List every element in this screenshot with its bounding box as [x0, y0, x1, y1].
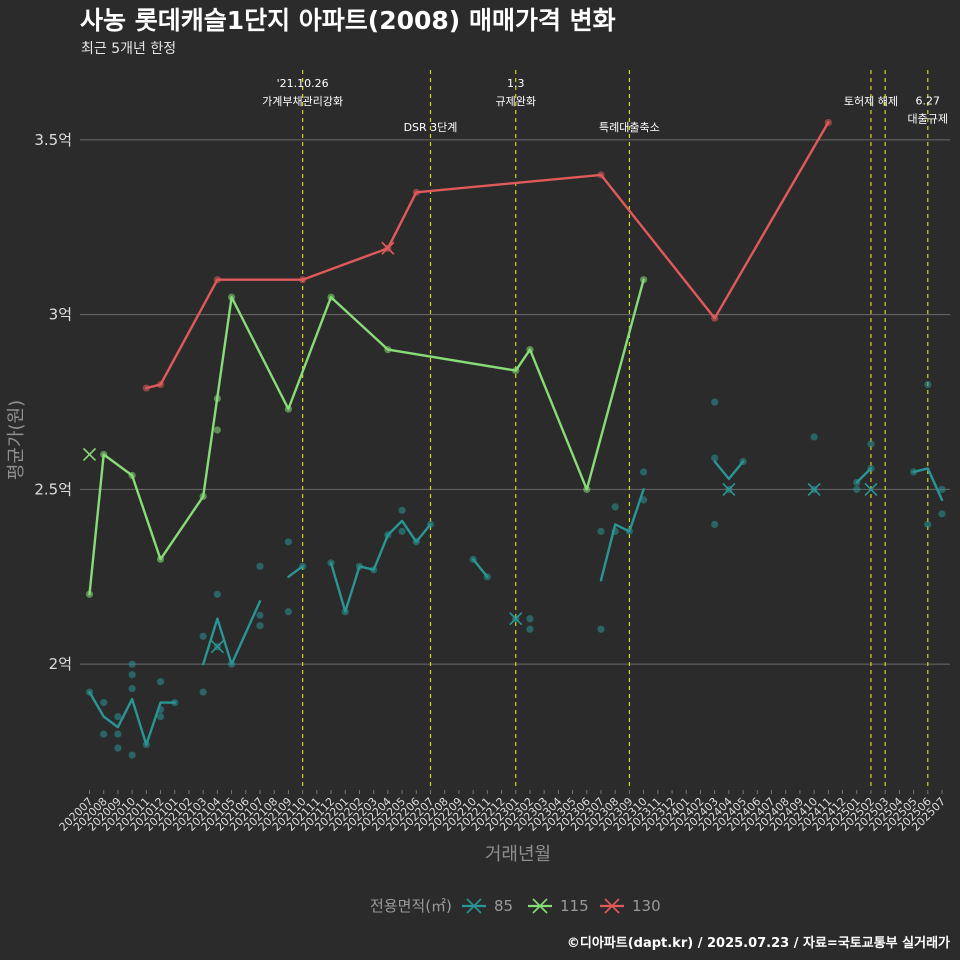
data-point [213, 426, 221, 434]
data-point [711, 398, 719, 406]
cross-marker [82, 447, 97, 462]
series-line [713, 460, 745, 481]
event-label: 특례대출축소 [599, 121, 660, 134]
data-point [938, 485, 946, 494]
series-85 [85, 380, 946, 759]
y-tick-label: 2.5억 [34, 480, 72, 498]
data-point [853, 485, 861, 494]
data-point [711, 454, 719, 462]
series-line [471, 558, 489, 578]
event-label: DSR 3단계 [404, 121, 458, 134]
event-label: 1.3 [507, 77, 525, 90]
data-point [100, 730, 108, 738]
cross-marker [807, 482, 821, 496]
event-label: 토허제 해제 [844, 94, 898, 108]
data-point [526, 625, 534, 633]
data-point [611, 503, 619, 511]
data-point [398, 506, 406, 514]
cross-marker [509, 612, 523, 626]
y-tick-label: 3.5억 [34, 131, 72, 149]
event-label: 가계부채관리강화 [262, 95, 343, 108]
legend-swatch-cross [466, 898, 482, 914]
x-axis: 2020072020082020092020102020112020122021… [57, 790, 948, 834]
data-point [100, 699, 108, 707]
data-point [597, 527, 605, 535]
data-point [640, 468, 648, 476]
grid [80, 139, 950, 665]
data-point [128, 660, 136, 668]
data-point [526, 615, 534, 623]
data-point [597, 625, 605, 633]
data-point [924, 520, 932, 528]
data-point [711, 520, 719, 528]
x-axis-title: 거래년월 [485, 844, 551, 865]
legend-label-130: 130 [632, 897, 661, 915]
data-point [128, 671, 136, 679]
event-label: 대출규제 [908, 112, 948, 125]
series-layer [82, 118, 946, 759]
series-line [855, 467, 873, 484]
data-point [810, 433, 818, 441]
data-point [114, 713, 122, 721]
series-line [201, 600, 262, 666]
data-point [199, 688, 207, 696]
data-point [867, 440, 875, 448]
legend-label-85: 85 [494, 897, 513, 915]
data-point [256, 562, 264, 570]
event-label: '21.10.26 [277, 77, 329, 90]
data-point [199, 632, 207, 640]
cross-marker [381, 241, 395, 255]
cross-marker [210, 640, 224, 654]
data-point [256, 611, 264, 619]
cross-marker [864, 482, 878, 496]
legend: 전용면적(㎡) 85 115 130 [370, 897, 661, 915]
series-line [912, 467, 944, 502]
data-point [256, 622, 264, 630]
series-130 [142, 118, 832, 392]
y-axis-title: 평균가(원) [6, 400, 27, 480]
data-point [284, 538, 293, 546]
data-point [128, 751, 136, 759]
legend-swatch-cross [604, 898, 620, 914]
data-point [398, 527, 406, 535]
data-point [156, 713, 165, 721]
series-line [88, 278, 645, 596]
data-point [114, 744, 122, 752]
data-point [924, 380, 932, 389]
legend-swatch-cross [532, 898, 548, 914]
y-axis: 2억 2.5억 3억 3.5억 [34, 131, 72, 673]
series-115 [82, 276, 648, 598]
chart-title: 사농 롯데캐슬1단지 아파트(2008) 매매가격 변화 [80, 6, 616, 35]
legend-label-115: 115 [560, 897, 589, 915]
legend-title: 전용면적(㎡) [370, 897, 452, 915]
cross-marker [722, 482, 736, 496]
series-line [145, 121, 830, 390]
series-line [599, 488, 645, 582]
y-tick-label: 3억 [49, 306, 72, 324]
data-point [284, 608, 293, 616]
data-point [213, 590, 221, 598]
y-tick-label: 2억 [49, 655, 72, 673]
series-line [329, 519, 432, 613]
event-label: 6.27 [916, 94, 941, 107]
series-line [287, 565, 304, 578]
event-label: 규제완화 [496, 95, 536, 108]
chart-subtitle: 최근 5개년 한정 [81, 41, 176, 57]
caption: ©디아파트(dapt.kr) / 2025.07.23 / 자료=국토교통부 실… [567, 935, 950, 951]
data-point [114, 730, 122, 738]
data-point [156, 678, 165, 686]
data-point [128, 685, 136, 693]
data-point [938, 510, 946, 518]
series-line [88, 690, 177, 746]
